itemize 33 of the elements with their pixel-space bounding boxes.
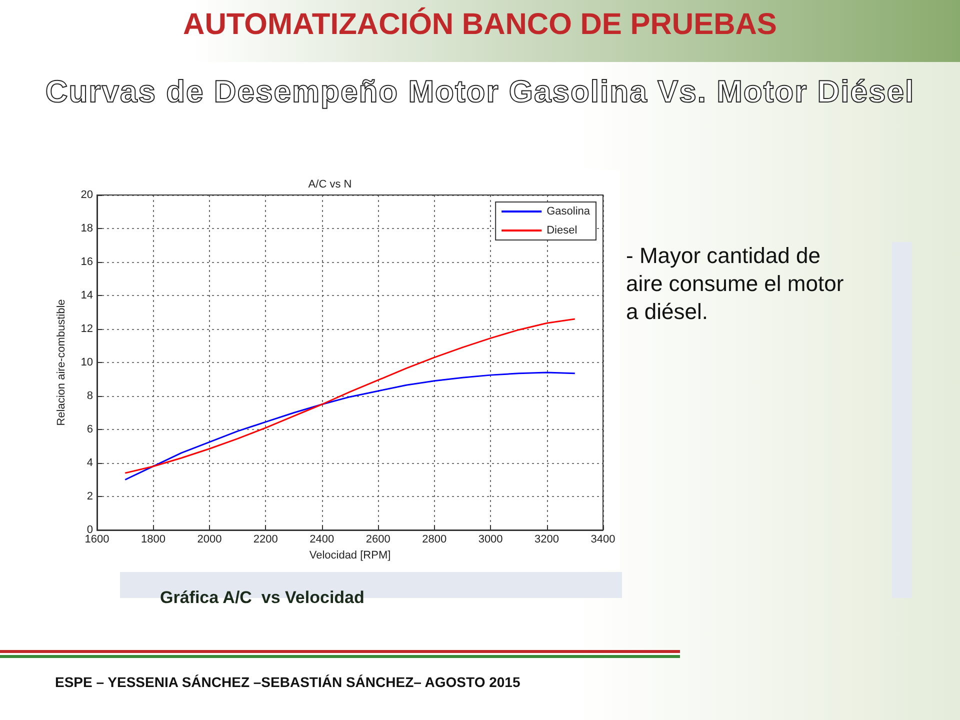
x-tick-label: 3400 [590, 534, 616, 546]
text: Gráfica A/C vs Velocidad [160, 588, 364, 608]
line-series [124, 372, 576, 480]
text: ESPE – YESSENIA SÁNCHEZ –SEBASTIÁN SÁNCHEZ– AGOSTO 2015 [55, 674, 520, 690]
x-tick-label: 2000 [197, 534, 222, 546]
x-tick-label: 2400 [310, 534, 334, 546]
y-tick-label: 8 [86, 390, 93, 402]
y-tick-label: 0 [86, 524, 93, 536]
x-tick-label: 2200 [253, 534, 278, 546]
y-tick-label: 10 [80, 356, 93, 368]
y-axis-title: Relacion aire-combustible [56, 299, 68, 426]
x-tick-label: 2600 [366, 534, 390, 546]
x-tick-label: 3000 [478, 534, 503, 546]
text: - Mayor cantidad de aire consume el motor a diésel. [626, 242, 845, 326]
y-tick-label: 2 [86, 490, 93, 502]
y-tick-label: 4 [86, 457, 93, 469]
legend-label: Gasolina [546, 206, 591, 218]
x-tick-label: 3200 [534, 534, 560, 546]
y-tick-label: 6 [86, 424, 93, 436]
legend-label: Diesel [546, 224, 578, 236]
y-tick-label: 16 [80, 256, 93, 268]
text: AUTOMATIZACIÓN BANCO DE PRUEBAS [182, 8, 778, 42]
x-tick-label: 1800 [140, 534, 166, 546]
x-tick-label: 2800 [422, 534, 447, 546]
y-tick-label: 14 [80, 290, 93, 302]
y-tick-label: 12 [80, 323, 93, 335]
x-tick-label: 1600 [84, 534, 110, 546]
text: Curvas de Desempeño Motor Gasolina Vs. Motor Diésel [44, 74, 916, 110]
line-series [124, 318, 576, 474]
y-tick-label: 18 [80, 222, 93, 234]
chart-title: A/C vs N [308, 178, 352, 190]
x-axis-title: Velocidad [RPM] [309, 549, 391, 562]
y-tick-label: 20 [80, 189, 93, 201]
